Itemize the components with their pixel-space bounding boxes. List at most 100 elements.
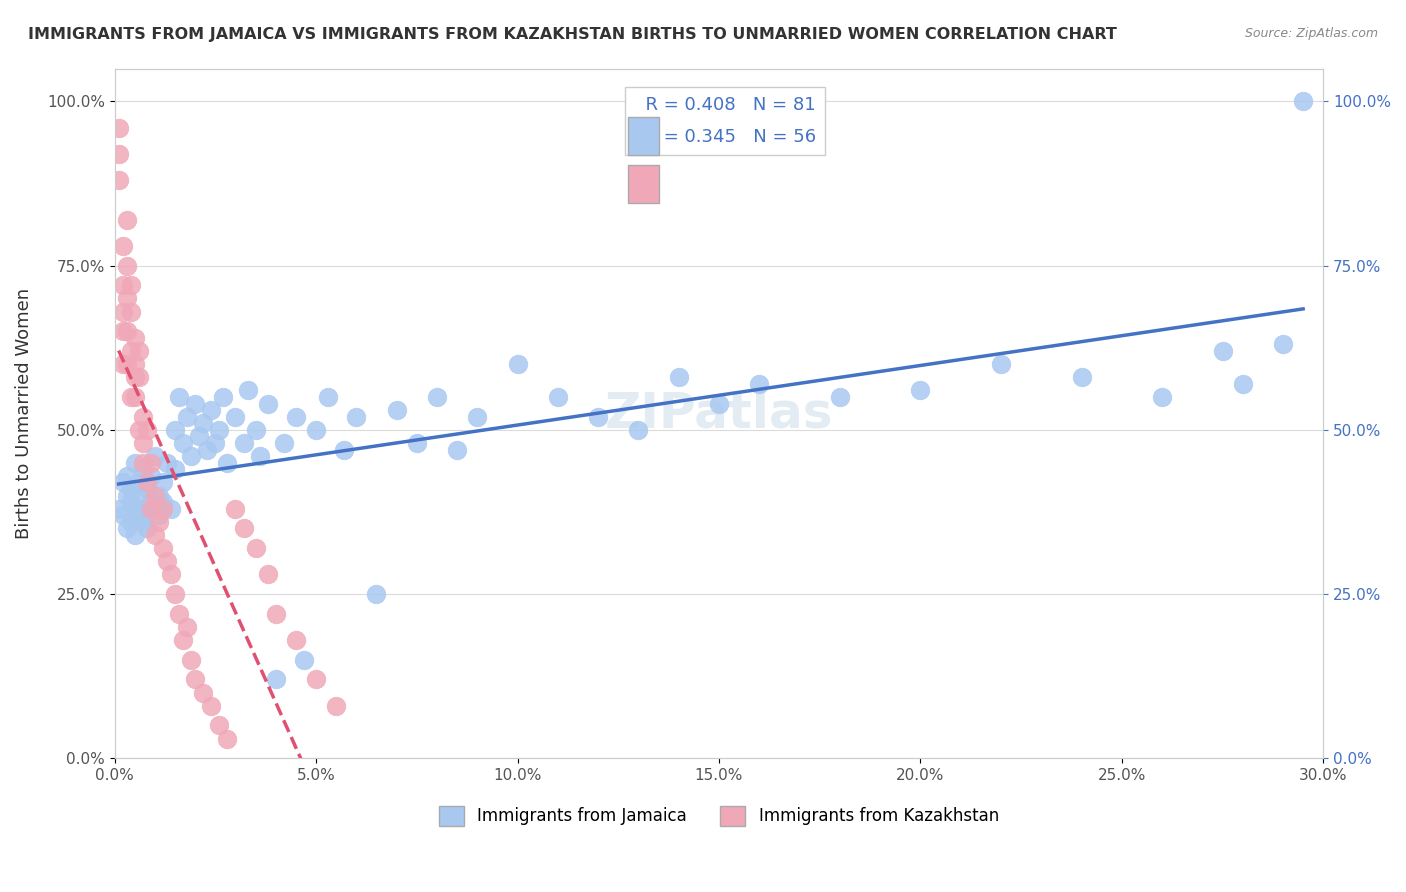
Point xyxy=(180,653,202,667)
Point xyxy=(115,324,138,338)
Point xyxy=(152,541,174,555)
Point xyxy=(1232,376,1254,391)
Point xyxy=(586,409,609,424)
Point xyxy=(107,173,129,187)
Point xyxy=(236,384,259,398)
Point xyxy=(111,357,134,371)
Point xyxy=(405,436,427,450)
Point xyxy=(176,409,198,424)
Point xyxy=(124,501,146,516)
Point xyxy=(172,633,194,648)
Point xyxy=(156,554,179,568)
Point xyxy=(152,475,174,490)
Point xyxy=(668,370,690,384)
Point xyxy=(132,501,155,516)
Point xyxy=(200,698,222,713)
FancyBboxPatch shape xyxy=(628,165,658,203)
Point xyxy=(139,456,162,470)
Point xyxy=(115,489,138,503)
Point xyxy=(128,475,150,490)
Point xyxy=(385,403,408,417)
Point xyxy=(249,449,271,463)
Point xyxy=(128,423,150,437)
Point xyxy=(212,390,235,404)
Point xyxy=(115,292,138,306)
Point xyxy=(115,468,138,483)
Point xyxy=(305,673,328,687)
Point xyxy=(120,344,142,359)
Point xyxy=(506,357,529,371)
Point xyxy=(224,409,246,424)
Text: Source: ZipAtlas.com: Source: ZipAtlas.com xyxy=(1244,27,1378,40)
Point xyxy=(224,501,246,516)
Point xyxy=(124,528,146,542)
Legend: Immigrants from Jamaica, Immigrants from Kazakhstan: Immigrants from Jamaica, Immigrants from… xyxy=(432,799,1005,833)
Point xyxy=(256,396,278,410)
Point xyxy=(707,396,730,410)
Point xyxy=(366,587,388,601)
Point xyxy=(111,304,134,318)
Point xyxy=(156,456,179,470)
Point xyxy=(284,633,307,648)
Point xyxy=(120,495,142,509)
Point xyxy=(132,462,155,476)
Point xyxy=(180,449,202,463)
Point xyxy=(1292,95,1315,109)
Point xyxy=(167,607,190,621)
Point xyxy=(305,423,328,437)
Point xyxy=(163,423,186,437)
Point xyxy=(115,212,138,227)
Point xyxy=(627,423,650,437)
Point xyxy=(128,508,150,523)
Point xyxy=(143,528,166,542)
Point xyxy=(184,396,207,410)
Point xyxy=(232,436,254,450)
Point xyxy=(132,436,155,450)
Point xyxy=(128,489,150,503)
Point xyxy=(132,515,155,529)
Point xyxy=(163,462,186,476)
Point xyxy=(204,436,226,450)
Point xyxy=(107,147,129,161)
Point xyxy=(124,331,146,345)
Point xyxy=(195,442,218,457)
Point xyxy=(217,456,239,470)
Point xyxy=(828,390,851,404)
Text: ZIPatlas: ZIPatlas xyxy=(605,390,834,437)
Point xyxy=(284,409,307,424)
Point xyxy=(111,239,134,253)
Point xyxy=(120,304,142,318)
Point xyxy=(333,442,356,457)
Point xyxy=(990,357,1012,371)
Point xyxy=(135,482,157,496)
Point xyxy=(256,567,278,582)
Point xyxy=(152,495,174,509)
Point xyxy=(111,324,134,338)
Point xyxy=(135,423,157,437)
Point xyxy=(120,278,142,293)
Point xyxy=(264,673,287,687)
Point xyxy=(245,541,267,555)
Point xyxy=(107,120,129,135)
Point xyxy=(172,436,194,450)
Point xyxy=(152,501,174,516)
Point xyxy=(120,390,142,404)
Point xyxy=(547,390,569,404)
Point xyxy=(148,489,170,503)
Point xyxy=(200,403,222,417)
Point xyxy=(115,521,138,535)
Point xyxy=(292,653,315,667)
Point xyxy=(1152,390,1174,404)
Point xyxy=(184,673,207,687)
Point xyxy=(426,390,449,404)
Point xyxy=(128,344,150,359)
Point xyxy=(139,495,162,509)
Point xyxy=(132,409,155,424)
Point xyxy=(465,409,488,424)
Point xyxy=(160,567,183,582)
Point xyxy=(163,587,186,601)
Point xyxy=(217,731,239,746)
Point xyxy=(193,417,215,431)
Point xyxy=(128,370,150,384)
Point xyxy=(188,429,211,443)
